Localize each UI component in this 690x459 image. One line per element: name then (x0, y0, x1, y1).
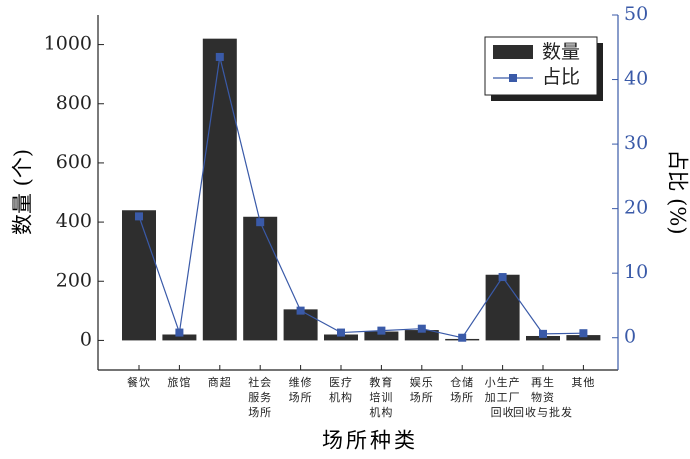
x-axis-label: 场所种类 (322, 429, 418, 453)
legend-marker (509, 74, 517, 82)
y2-tick-label: 30 (624, 132, 648, 154)
marker (579, 329, 588, 338)
marker (175, 328, 184, 337)
bar (364, 331, 399, 341)
x-tick-label: 社会 服务 场所 (248, 376, 273, 419)
y-tick-label: 200 (56, 269, 92, 291)
y2-tick-label: 0 (624, 326, 636, 348)
bar (202, 38, 237, 341)
bar (566, 335, 601, 341)
bar (162, 334, 197, 341)
x-tick-label: 医疗 机构 (329, 376, 353, 404)
y-tick-label: 400 (56, 210, 92, 232)
x-tick-label: 餐饮 (127, 376, 151, 389)
marker (539, 329, 547, 338)
x-tick-label: 维修 场所 (288, 376, 313, 404)
marker (498, 273, 507, 282)
x-tick-label: 教育 培训 机构 (369, 376, 394, 419)
legend-swatch (493, 45, 533, 59)
bar (404, 330, 439, 341)
y2-tick-label: 50 (624, 3, 648, 25)
bar (526, 335, 560, 341)
x-tick-label: 旅馆 (167, 376, 192, 389)
bar (485, 274, 520, 341)
legend-label: 数量 (542, 41, 580, 63)
marker (337, 328, 345, 337)
x-tick-label: 商超 (207, 376, 232, 389)
y-tick-label: 0 (80, 328, 92, 350)
marker (215, 52, 224, 61)
y-tick-label: 600 (56, 151, 92, 173)
y2-tick-label: 20 (624, 197, 648, 219)
x-tick-label: 娱乐 场所 (409, 376, 434, 404)
x-tick-label: 其他 (571, 376, 596, 389)
y-tick-label: 1000 (44, 33, 92, 55)
y2-tick-label: 10 (624, 261, 648, 283)
bar (122, 210, 156, 341)
bar (324, 334, 358, 341)
legend-label: 占比 (542, 66, 580, 88)
x-tick-label: 仓储 场所 (450, 376, 475, 404)
y2-axis-label: 占比 (%) (666, 149, 690, 234)
marker (417, 324, 426, 333)
marker (377, 326, 386, 335)
marker (256, 218, 265, 227)
x-tick-label: 小生产 加工厂 回收 (484, 376, 521, 419)
y-axis-label: 数量 (个) (11, 149, 35, 235)
y2-tick-label: 40 (624, 68, 648, 90)
marker (296, 306, 305, 315)
bar (243, 216, 278, 341)
line (138, 56, 584, 339)
y-tick-label: 800 (56, 92, 92, 114)
marker (135, 212, 143, 221)
x-tick-label: 再生 物资 回收与批发 (513, 376, 573, 419)
marker (458, 333, 467, 342)
